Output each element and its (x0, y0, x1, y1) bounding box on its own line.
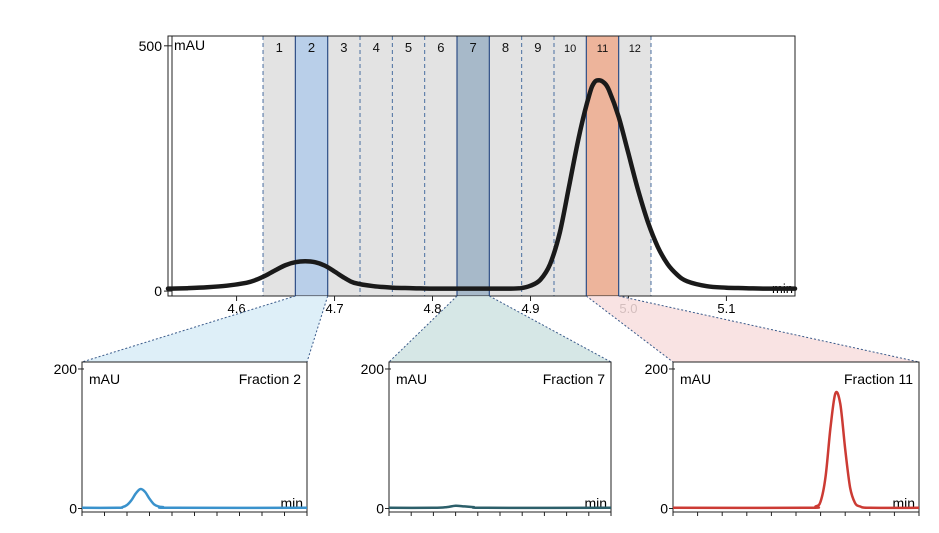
fraction-band-9 (521, 36, 554, 296)
inset-trace (81, 487, 308, 510)
fraction-label-4: 4 (373, 40, 380, 55)
fraction-label-10: 10 (564, 43, 576, 55)
fraction-label-7: 7 (470, 40, 477, 55)
inset-y-tick-label-0: 0 (376, 501, 384, 517)
fraction-label-1: 1 (276, 40, 283, 55)
fraction-band-8 (489, 36, 522, 296)
main-chromatogram-chart: 1234567891011120500mAU4.64.74.84.95.05.1… (139, 35, 798, 316)
fraction-band-4 (360, 36, 393, 296)
fraction-label-6: 6 (437, 40, 444, 55)
main-x-tick-label-4.7: 4.7 (326, 301, 344, 316)
fraction-band-10 (553, 36, 587, 296)
inset-title: Fraction 11 (844, 371, 913, 387)
fraction-label-8: 8 (502, 40, 509, 55)
inset-trace (672, 390, 920, 510)
fraction-label-2: 2 (308, 40, 315, 55)
inset-y-axis-label: mAU (680, 371, 711, 387)
inset-title: Fraction 2 (239, 371, 301, 387)
inset-frame (81, 361, 308, 513)
fraction-label-5: 5 (405, 40, 412, 55)
inset-trace (388, 504, 612, 510)
inset-y-tick-label-200: 200 (361, 361, 385, 377)
zoom-edge-right-11 (618, 295, 920, 363)
zoom-edge-right-7 (489, 295, 612, 363)
fraction-label-12: 12 (629, 43, 641, 55)
fraction-band-5 (392, 36, 425, 296)
inset-frame (388, 361, 612, 513)
fraction-band-2 (295, 36, 328, 296)
main-y-tick-label-0: 0 (154, 283, 162, 299)
fraction-band-11 (586, 36, 619, 296)
main-x-tick-label-4.6: 4.6 (228, 301, 246, 316)
fraction-label-11: 11 (597, 43, 608, 55)
main-y-tick-label-500: 500 (139, 38, 163, 54)
main-x-tick-label-4.8: 4.8 (423, 301, 441, 316)
fraction-band-12 (618, 36, 651, 296)
fraction-band-3 (327, 36, 361, 296)
fraction-band-6 (424, 36, 458, 296)
inset-y-axis-label: mAU (396, 371, 427, 387)
zoom-edge-left-2 (81, 295, 296, 363)
main-chromatogram-trace (165, 77, 798, 291)
zoom-connector-11 (586, 296, 919, 362)
fraction-label-9: 9 (534, 40, 541, 55)
fraction-band-1 (263, 36, 296, 296)
main-x-tick-label-4.9: 4.9 (521, 301, 539, 316)
inset-title: Fraction 7 (543, 371, 605, 387)
inset-y-tick-label-0: 0 (660, 501, 668, 517)
main-x-tick-label-5.1: 5.1 (717, 301, 735, 316)
inset-y-axis-label: mAU (89, 371, 120, 387)
fraction-zoom-connectors (81, 295, 920, 363)
zoom-edge-right-2 (306, 295, 329, 363)
main-y-axis-label: mAU (174, 37, 205, 53)
inset-y-tick-label-0: 0 (69, 501, 77, 517)
inset-y-tick-label-200: 200 (54, 361, 78, 377)
fraction-label-3: 3 (340, 40, 347, 55)
inset-y-tick-label-200: 200 (645, 361, 669, 377)
fraction-band-7 (457, 36, 490, 296)
zoom-connector-7 (389, 296, 611, 362)
zoom-connector-2 (82, 296, 328, 362)
